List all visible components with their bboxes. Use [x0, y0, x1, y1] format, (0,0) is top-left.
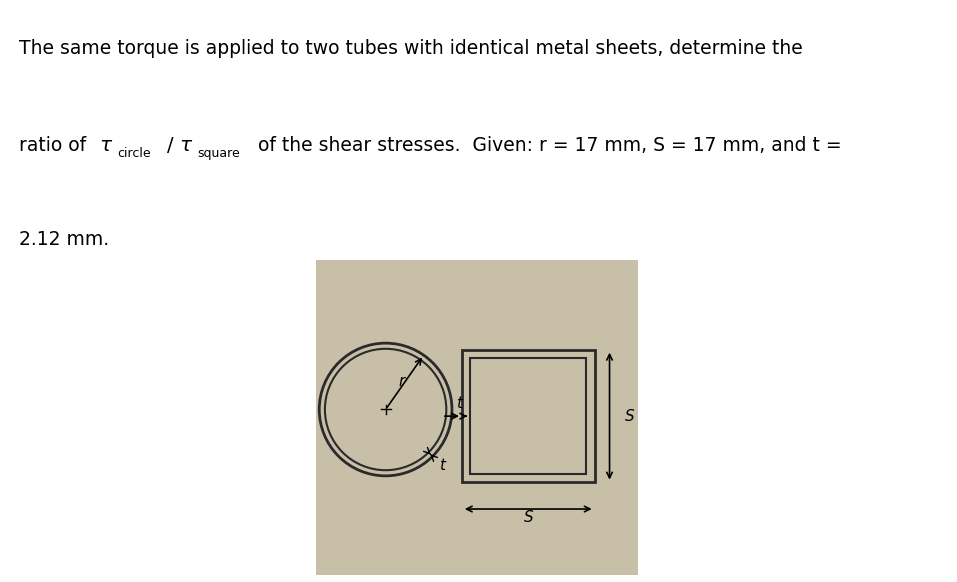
Text: /: /	[167, 136, 174, 155]
Bar	[470, 358, 587, 474]
Text: $\tau$: $\tau$	[179, 136, 193, 155]
Text: t: t	[439, 457, 445, 473]
Text: S: S	[625, 409, 634, 424]
Text: of the shear stresses.  Given: r = 17 mm, S = 17 mm, and t =: of the shear stresses. Given: r = 17 mm,…	[252, 136, 841, 155]
Text: t: t	[456, 396, 461, 411]
Text: r: r	[399, 374, 405, 389]
Text: square: square	[197, 147, 240, 159]
Text: S: S	[523, 510, 533, 526]
FancyBboxPatch shape	[316, 260, 637, 576]
Text: circle: circle	[117, 147, 150, 159]
Bar	[462, 350, 594, 482]
Text: 2.12 mm.: 2.12 mm.	[19, 230, 109, 250]
Text: The same torque is applied to two tubes with identical metal sheets, determine t: The same torque is applied to two tubes …	[19, 40, 803, 58]
Text: $\tau$: $\tau$	[99, 136, 113, 155]
Text: ratio of: ratio of	[19, 136, 92, 155]
